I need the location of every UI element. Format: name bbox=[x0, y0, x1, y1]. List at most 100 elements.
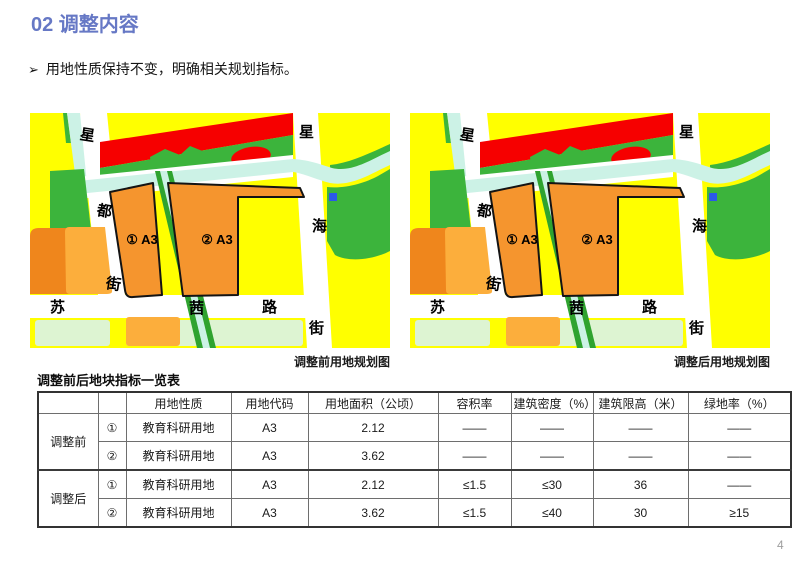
table-cell: —— bbox=[437, 413, 512, 442]
table-cell: ≤1.5 bbox=[437, 498, 512, 528]
street-label-xing-left: 星 bbox=[79, 126, 96, 145]
street-label-du: 都 bbox=[95, 202, 113, 221]
table-row: ② 教育科研用地 A3 3.62 ≤1.5 ≤40 30 ≥15 bbox=[38, 498, 792, 528]
table-cell: —— bbox=[510, 413, 594, 442]
header-row: 用地性质 用地代码 用地面积（公顷） 容积率 建筑密度（%） 建筑限高（米） 绿… bbox=[37, 391, 792, 414]
header-land-use: 用地性质 bbox=[125, 391, 232, 414]
header-empty-num bbox=[97, 391, 127, 414]
street-label-hai: 海 bbox=[312, 217, 327, 235]
table-cell: 教育科研用地 bbox=[125, 413, 232, 442]
pale-green-strip-left bbox=[415, 320, 490, 346]
green-band-bumps bbox=[150, 146, 206, 165]
map-after-caption: 调整后用地规划图 bbox=[673, 355, 770, 369]
green-strip-east bbox=[330, 144, 390, 171]
header-building-density: 建筑密度（%） bbox=[510, 391, 594, 414]
table-row: 调整后 ① 教育科研用地 A3 2.12 ≤1.5 ≤30 36 —— bbox=[37, 469, 792, 528]
street-label-lu: 路 bbox=[262, 298, 278, 316]
header-land-area: 用地面积（公顷） bbox=[307, 391, 439, 414]
plot-number: ① bbox=[97, 413, 127, 442]
pale-green-strip-left bbox=[35, 320, 110, 346]
amber-block-south bbox=[506, 317, 560, 346]
table-cell: —— bbox=[687, 413, 792, 442]
bullet-line: ➢ 用地性质保持不变，明确相关规划指标。 bbox=[28, 59, 298, 79]
plot-number: ① bbox=[97, 469, 127, 499]
street-label-xing-right: 星 bbox=[679, 124, 694, 141]
table-cell: 36 bbox=[592, 469, 689, 499]
table-cell: ≤30 bbox=[510, 469, 594, 499]
table-cell: 教育科研用地 bbox=[125, 441, 232, 471]
table-cell: —— bbox=[592, 413, 689, 442]
group-label: 调整前 bbox=[37, 413, 99, 471]
land-use-map: 星 都 街 星 海 街 苏 茜 路 ① A3 ② A3 bbox=[410, 113, 770, 348]
table-cell: A3 bbox=[230, 441, 309, 471]
street-label-jie-right: 街 bbox=[308, 319, 324, 337]
street-label-su: 苏 bbox=[430, 298, 445, 316]
road-suqian bbox=[410, 295, 695, 318]
table-cell: —— bbox=[437, 441, 512, 471]
street-label-jie-left: 街 bbox=[104, 274, 123, 294]
table-row: ② 教育科研用地 A3 3.62 —— —— —— —— bbox=[38, 441, 792, 471]
green-band-bumps bbox=[530, 146, 586, 165]
map-before: 星 都 街 星 海 街 苏 茜 路 ① A3 ② A3 调整前用地规划图 bbox=[30, 113, 390, 370]
table-cell: 2.12 bbox=[307, 413, 439, 442]
street-label-qian: 茜 bbox=[189, 299, 204, 317]
street-label-xing-left: 星 bbox=[459, 126, 476, 145]
yellow-block-southeast bbox=[332, 302, 390, 348]
red-strip bbox=[480, 113, 673, 168]
map-after: 星 都 街 星 海 街 苏 茜 路 ① A3 ② A3 调整后用地规划图 bbox=[410, 113, 770, 370]
indicator-table: 用地性质 用地代码 用地面积（公顷） 容积率 建筑密度（%） 建筑限高（米） 绿… bbox=[37, 391, 792, 528]
table-cell: 3.62 bbox=[307, 441, 439, 471]
parcel-2-label: ② A3 bbox=[581, 232, 612, 247]
plot-number: ② bbox=[97, 498, 127, 528]
green-strip-east bbox=[710, 144, 770, 171]
parcel-2 bbox=[547, 182, 685, 297]
river bbox=[78, 159, 293, 194]
table-cell: A3 bbox=[230, 469, 309, 499]
map-after-canvas: 星 都 街 星 海 街 苏 茜 路 ① A3 ② A3 bbox=[410, 113, 770, 348]
street-label-jie-left: 街 bbox=[484, 274, 503, 294]
street-label-qian: 茜 bbox=[569, 299, 584, 317]
group-label: 调整后 bbox=[37, 469, 99, 528]
page-number: 4 bbox=[777, 538, 784, 552]
plot-number: ② bbox=[97, 441, 127, 471]
table-cell: 3.62 bbox=[307, 498, 439, 528]
street-label-hai: 海 bbox=[692, 217, 707, 235]
blue-square bbox=[329, 193, 337, 201]
street-label-jie-right: 街 bbox=[688, 319, 704, 337]
table-cell: ≤40 bbox=[510, 498, 594, 528]
river-east bbox=[293, 151, 390, 184]
parcel-1 bbox=[109, 182, 163, 299]
amber-block-west bbox=[65, 227, 113, 294]
green-strip-topleft bbox=[63, 113, 71, 143]
green-block-west bbox=[50, 169, 91, 230]
header-empty-group bbox=[37, 391, 99, 414]
parcel-2-label: ② A3 bbox=[201, 232, 232, 247]
yellow-block-southeast bbox=[712, 302, 770, 348]
indicator-table-body: 调整前 ① 教育科研用地 A3 2.12 —— —— —— —— ② 教育科研用地 A3 3.62 —— —… bbox=[37, 413, 792, 528]
header-land-code: 用地代码 bbox=[230, 391, 309, 414]
blue-square bbox=[709, 193, 717, 201]
map-before-caption: 调整前用地规划图 bbox=[293, 355, 390, 369]
table-cell: ≥15 bbox=[687, 498, 792, 528]
river bbox=[458, 159, 673, 194]
bullet-arrow-icon: ➢ bbox=[28, 61, 39, 77]
table-cell: 教育科研用地 bbox=[125, 469, 232, 499]
amber-block-west bbox=[445, 227, 493, 294]
table-cell: —— bbox=[510, 441, 594, 471]
map-before-canvas: 星 都 街 星 海 街 苏 茜 路 ① A3 ② A3 bbox=[30, 113, 390, 348]
road-suqian bbox=[30, 295, 315, 318]
green-area-east bbox=[327, 169, 390, 260]
parcel-2 bbox=[167, 182, 305, 297]
river-east bbox=[673, 151, 770, 184]
street-label-su: 苏 bbox=[50, 298, 65, 316]
parcel-1-label: ① A3 bbox=[126, 232, 157, 247]
table-cell: ≤1.5 bbox=[437, 469, 512, 499]
bullet-text: 用地性质保持不变，明确相关规划指标。 bbox=[45, 61, 298, 77]
header-far: 容积率 bbox=[437, 391, 512, 414]
header-height-limit: 建筑限高（米） bbox=[592, 391, 689, 414]
table-cell: —— bbox=[687, 469, 792, 499]
road-xingdu bbox=[80, 113, 125, 295]
table-cell: 2.12 bbox=[307, 469, 439, 499]
green-strip-topleft bbox=[443, 113, 451, 143]
table-row: 调整前 ① 教育科研用地 A3 2.12 —— —— —— —— bbox=[37, 413, 792, 471]
